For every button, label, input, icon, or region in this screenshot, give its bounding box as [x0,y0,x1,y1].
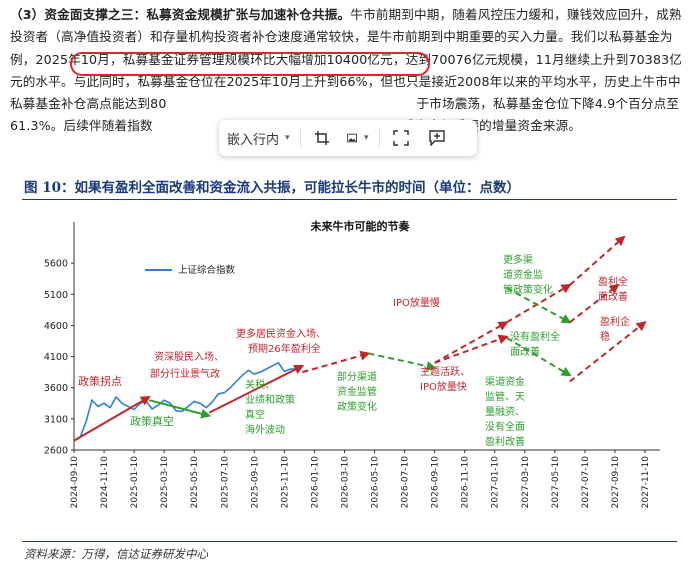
x-tick-label: 2025-01-10 [130,456,140,509]
chart-annotation: 海外波动 [245,423,285,436]
expand-icon [392,130,409,146]
y-tick-label: 3100 [44,414,68,425]
x-tick-label: 2027-03-10 [521,456,531,509]
image-icon [346,133,357,143]
scenario-up-arrow [434,321,509,364]
x-tick-label: 2026-09-10 [431,456,441,509]
x-tick-label: 2026-11-10 [461,456,471,509]
highlight-ellipse [70,52,430,76]
embed-inline-dropdown[interactable]: 嵌入行内 ▾ [227,120,290,156]
chart-annotation: 盈利企 [600,315,630,328]
x-tick-label: 2026-05-10 [371,456,381,509]
x-tick-label: 2027-11-10 [641,456,651,509]
chart-annotation: 监管、天 [485,390,525,403]
chart-annotation: 更多渠 [503,253,533,266]
chart-annotation: 预期26年盈利全 [248,342,321,355]
chart-annotation: 量融资、 [485,406,525,418]
source-divider [22,541,677,542]
image-style-button[interactable]: ▾ [346,127,369,149]
x-tick-label: 2025-03-10 [160,456,170,509]
chart-annotation: 资金监管 [337,385,377,398]
chart-annotation: 没有全面 [485,420,525,433]
chart-annotation: 面改善 [598,290,628,303]
comment-icon [428,130,445,146]
chart-annotation: 稳 [600,330,610,343]
scenario-up-arrow [569,283,620,324]
chart-annotation: 部分行业景气改 [150,367,220,380]
y-tick-label: 3600 [44,383,68,394]
figure-divider [22,199,677,200]
x-tick-label: 2025-09-10 [250,456,260,509]
scenario-up-arrow [434,334,509,364]
chart-annotation: IPO放量快 [420,380,467,393]
scenario-up-arrow [302,350,371,374]
y-tick-label: 4600 [44,321,68,332]
crop-button[interactable] [311,127,333,149]
scenario-up-arrow [569,321,647,383]
paragraph-highlight: 2025年10月，私募基金证券管理规模环比大幅增加10400亿元 [35,51,393,67]
chart-annotation: 关税、 [245,378,275,391]
x-tick-label: 2026-03-10 [340,456,350,509]
chevron-down-icon: ▾ [285,133,290,143]
chart-annotation: 部分渠道 [337,370,377,383]
scenario-down-arrow [506,337,572,377]
chart-annotation: 政策拐点 [78,374,122,388]
figure-source: 资料来源：万得，信达证券研发中心 [24,547,208,561]
chart-annotation: 渠道资金 [485,375,525,388]
figure-title: 图 10：如果有盈利全面改善和资金流入共振，可能拉长牛市的时间（单位：点数） [24,180,520,196]
x-tick-label: 2024-11-10 [100,456,110,509]
chevron-down-icon: ▾ [364,133,369,143]
chart-annotation: 管政策变化 [503,283,553,296]
chart-annotation: 没有盈利全 [510,330,560,343]
toolbar-divider [299,129,301,147]
x-tick-label: 2026-07-10 [401,456,411,509]
chart-annotation: 业绩和政策 [245,393,295,406]
article-paragraph: （3）资金面支撑之三：私募资金规模扩张与加速补仓共振。牛市前期到中期，随着风控压… [10,4,690,138]
chart-annotation: 主题活跃、 [420,366,470,378]
chart-annotation: 盈利全 [598,275,628,288]
scenario-down-arrow [506,287,572,324]
y-tick-label: 5600 [44,259,68,270]
paragraph-text-1: 牛市前期到中期，随着风控压力缓和，赚钱效应回升，成熟投资者（高净值投资者）和存量… [10,7,682,67]
chart-annotation: 真空 [245,408,265,421]
chart-annotation: 道资金监 [503,268,543,281]
chart-annotation: 盈利改善 [485,435,525,448]
chart-title: 未来牛市可能的节奏 [310,219,411,233]
x-tick-label: 2025-05-10 [190,456,200,509]
chart-annotation: 政策变化 [337,400,377,413]
scenario-up-arrow [208,365,305,414]
scenario-up-arrow [506,283,572,324]
toolbar-divider [378,129,380,147]
legend-label: 上证综合指数 [178,264,236,276]
paragraph-heading: （3）资金面支撑之三：私募资金规模扩张与加速补仓共振。 [10,7,351,22]
y-tick-label: 5100 [44,290,68,301]
paragraph-text-2: ，达到70076亿元规模，11月继续上升到70383亿元的水平。与此同时，私募基… [10,51,683,112]
chart-annotation: 面改善 [510,345,540,358]
y-tick-label: 2600 [44,446,68,457]
crop-icon [314,131,329,145]
comment-button[interactable] [426,127,448,149]
y-tick-label: 4100 [44,352,68,363]
scenario-up-arrow [569,235,626,286]
x-tick-label: 2027-07-10 [581,456,591,509]
chart-annotation: 资深股民入场、 [154,350,224,363]
x-tick-label: 2027-09-10 [611,456,621,509]
image-toolbar: 嵌入行内 ▾ ▾ [219,120,477,156]
chart-annotation: 政策真空 [130,414,174,428]
x-tick-label: 2025-11-10 [280,456,290,509]
paragraph-text-3: 于市场震荡，私募基金仓位下降4.9个百分点至61.3%。后续伴随着指数 [10,96,680,134]
scenario-up-arrow [73,396,151,442]
embed-inline-label: 嵌入行内 [227,132,280,148]
scenario-down-arrow [148,399,212,419]
scenario-down-arrow [368,352,437,371]
chart-annotation: IPO放量慢 [393,296,440,309]
expand-button[interactable] [390,127,412,149]
x-tick-label: 2025-07-10 [220,456,230,509]
x-tick-label: 2026-01-10 [310,456,320,509]
x-tick-label: 2027-05-10 [551,456,561,509]
chart-annotation: 更多居民资金入场、 [236,327,326,340]
x-tick-label: 2027-01-10 [491,456,501,509]
x-tick-label: 2024-09-10 [70,456,80,509]
index-series-line [73,361,297,442]
